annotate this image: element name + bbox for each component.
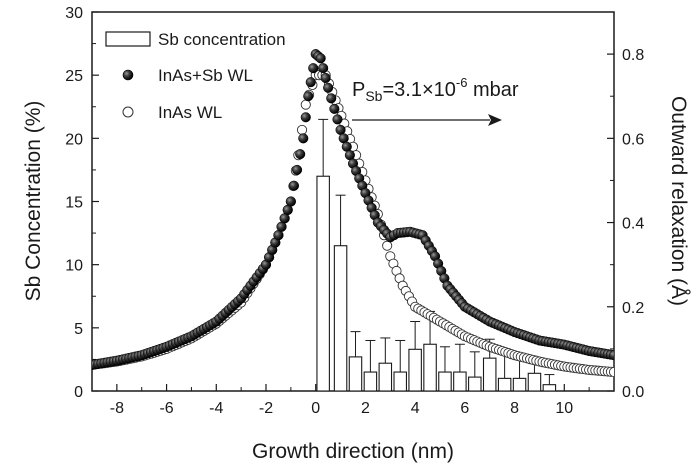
inas-sb-wl-point: [298, 133, 309, 144]
inas-sb-wl-point: [608, 350, 614, 361]
inas-sb-wl-point: [276, 221, 287, 232]
x-tick-label: 10: [555, 400, 573, 417]
inas-sb-wl-point: [335, 124, 346, 135]
inas-wl-point: [382, 240, 393, 251]
legend-filled-circle-marker: [122, 69, 134, 81]
inas-wl-point: [296, 124, 308, 135]
x-tick-label: 8: [510, 400, 519, 417]
y-axis-ticks: 0 5 10 15 20 25 30: [65, 5, 99, 401]
inas-sb-wl-point: [320, 72, 331, 84]
inas-wl-point: [300, 99, 311, 110]
inas-wl-point: [608, 367, 614, 378]
x-tick-label: -8: [110, 400, 124, 417]
sb-concentration-bar: [333, 245, 348, 391]
y-tick-label: 0: [74, 384, 83, 401]
x-tick-label: 6: [460, 400, 469, 417]
x-tick-label: 0: [311, 400, 320, 417]
inas-sb-wl-point: [326, 93, 337, 104]
sb-concentration-bar: [378, 362, 393, 391]
inas-sb-wl-point: [285, 196, 296, 207]
y-tick-label: 30: [65, 5, 83, 22]
inas-sb-wl-point: [323, 82, 334, 93]
y-tick-label: 20: [65, 131, 83, 148]
y2-tick-label: 0.6: [622, 131, 644, 148]
y-tick-label: 5: [74, 321, 83, 338]
sb-concentration-bar: [316, 175, 330, 391]
y-tick-label: 10: [65, 258, 83, 275]
sb-concentration-bar: [542, 384, 557, 391]
pressure-annotation-text: PSb=3.1×10-6 mbar: [352, 75, 519, 104]
x-tick-label: -2: [259, 400, 273, 417]
pressure-annotation: PSb=3.1×10-6 mbar: [352, 75, 519, 126]
legend: Sb concentration InAs+Sb WL InAs WL: [105, 30, 286, 122]
inas-sb-wl-point: [279, 213, 290, 224]
inas-sb-wl-point: [292, 164, 303, 175]
sb-concentration-bars: [316, 118, 557, 391]
sb-concentration-bar: [363, 371, 378, 391]
legend-open-circle-marker: [122, 106, 134, 118]
inas-sb-wl-point: [315, 53, 326, 64]
x-tick-label: -4: [209, 400, 223, 417]
y2-tick-label: 0.8: [622, 47, 644, 64]
y2-tick-label: 0.4: [622, 216, 644, 233]
legend-bar-swatch: [105, 31, 151, 47]
sb-concentration-bar: [408, 348, 422, 391]
plot-frame: [91, 11, 615, 392]
legend-label-inas-wl: InAs WL: [158, 103, 222, 122]
sb-concentration-bar: [453, 371, 467, 391]
sb-concentration-bar: [393, 371, 407, 391]
y2-axis-ticks: 0.0 0.2 0.4 0.6 0.8: [607, 47, 644, 401]
sb-concentration-bar: [348, 356, 363, 391]
inas-sb-wl-point: [303, 91, 314, 102]
x-tick-label: -6: [159, 400, 173, 417]
y-tick-label: 25: [65, 68, 83, 85]
annotation-arrow-head: [488, 114, 502, 126]
x-tick-label: 4: [411, 400, 420, 417]
sb-concentration-bar: [512, 377, 527, 391]
inas-sb-wl-point: [332, 114, 343, 125]
sb-concentration-bar: [423, 343, 437, 391]
legend-label-inas-sb-wl: InAs+Sb WL: [158, 66, 253, 85]
inas-sb-wl-point: [344, 150, 355, 161]
inas-sb-wl-point: [338, 133, 349, 144]
inas-sb-wl-point: [341, 141, 352, 152]
inas-sb-wl-point: [282, 204, 293, 215]
inas-sb-wl-point: [273, 230, 284, 241]
sb-concentration-bar: [438, 371, 452, 391]
inas-sb-wl-point: [295, 149, 306, 160]
inas-sb-wl-point: [308, 63, 319, 74]
inas-sb-wl-series: [92, 49, 614, 370]
x-axis-title: Growth direction (nm): [252, 440, 454, 463]
sb-concentration-bar: [468, 376, 482, 391]
inas-sb-wl-point: [318, 63, 329, 74]
legend-label-sb-concentration: Sb concentration: [158, 30, 286, 49]
y2-axis-title: Outward relaxation (Å): [667, 96, 690, 306]
inas-sb-wl-point: [329, 103, 340, 114]
sb-concentration-bar: [497, 377, 512, 391]
y2-tick-label: 0.2: [622, 300, 644, 317]
sb-concentration-bar: [527, 372, 542, 391]
y-axis-title: Sb Concentration (%): [22, 101, 45, 302]
inas-sb-wl-point: [300, 112, 311, 123]
y2-tick-label: 0.0: [622, 384, 644, 401]
inas-sb-wl-point: [288, 180, 300, 191]
x-tick-label: 2: [361, 400, 370, 417]
inas-sb-wl-point: [305, 77, 316, 88]
sb-concentration-bar: [482, 357, 497, 391]
y-tick-label: 15: [65, 195, 83, 212]
